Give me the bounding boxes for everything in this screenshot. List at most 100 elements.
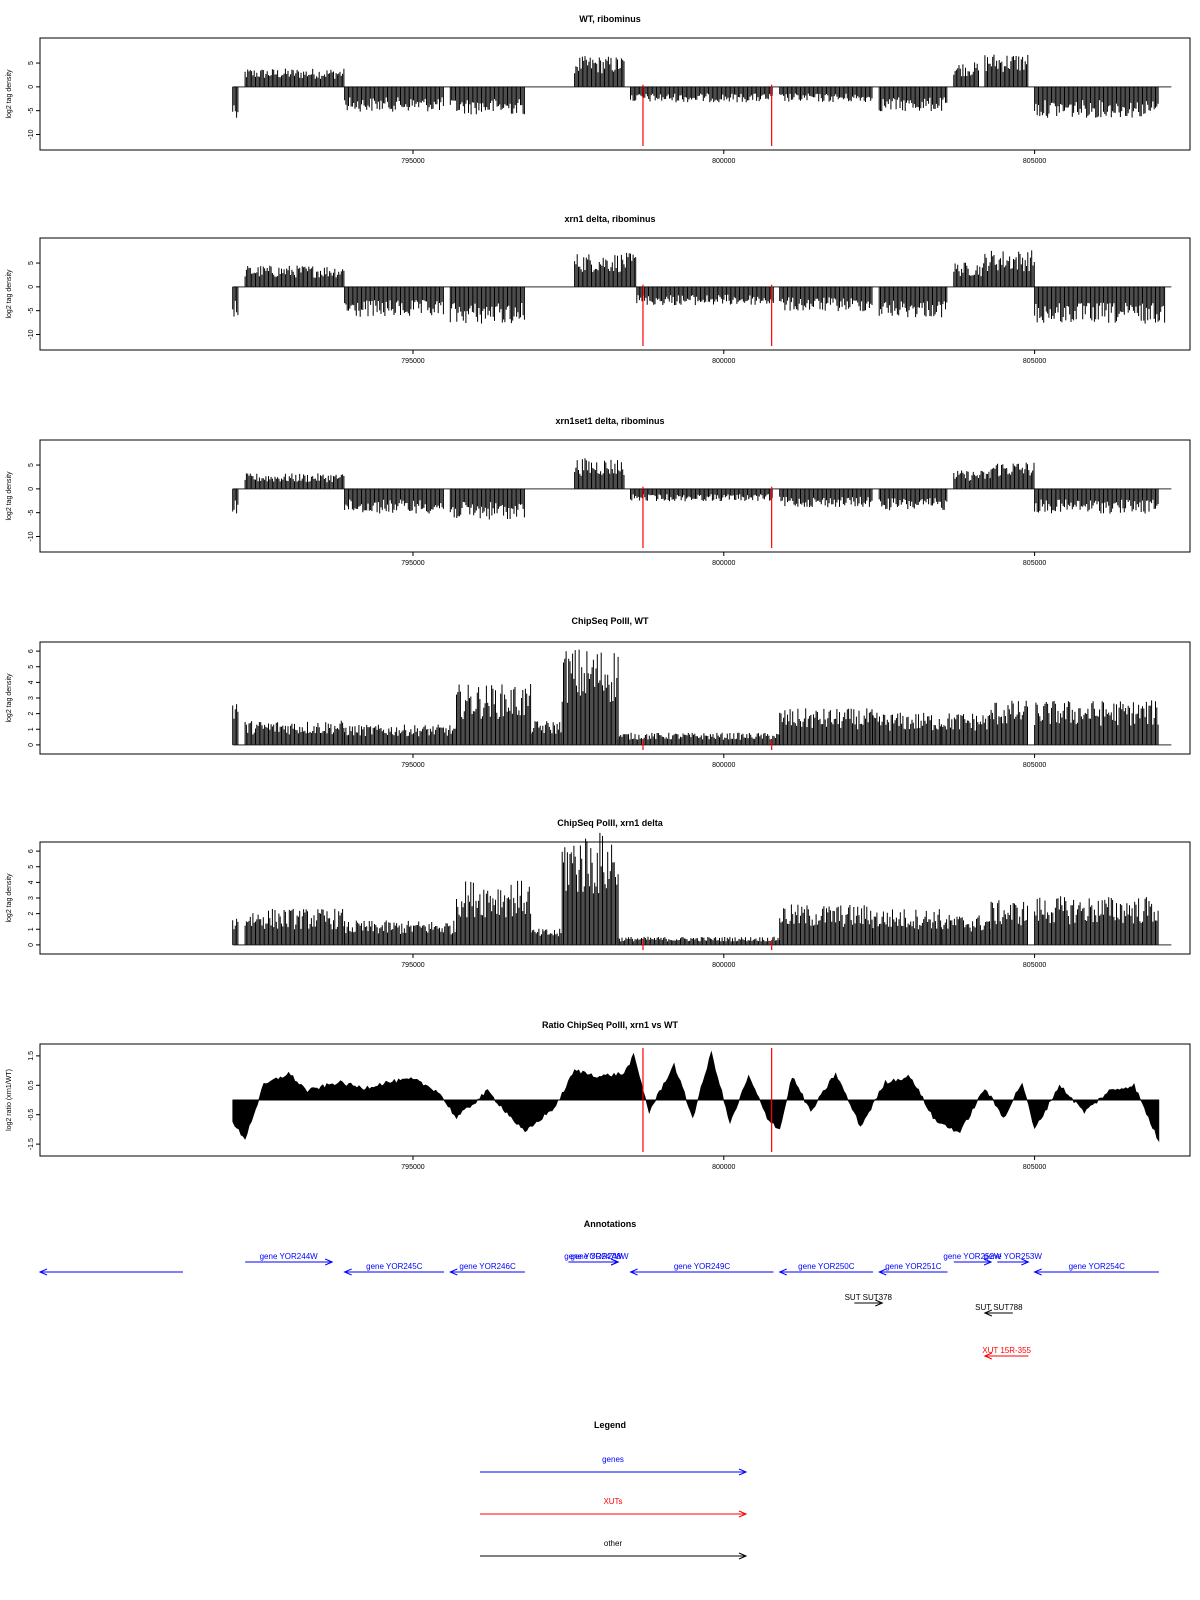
density-bars-5 [530,721,562,745]
density-bars-10 [984,54,1029,87]
arrow-head [983,1352,993,1360]
y-tick-label: 5 [28,463,35,467]
arrow-head [38,1268,48,1276]
arrow-head [738,1552,748,1560]
density-bars-9 [872,909,942,945]
density-bars-1 [232,286,239,317]
y-tick-label: 1 [28,727,35,731]
panel-1: WT, ribominus log2 tag density -10 -5 0 5 7950… [6,14,1191,165]
density-bars-8 [779,708,873,745]
data-marks [232,250,1172,324]
arrow-head [629,1268,638,1276]
density-bars-3 [344,920,457,945]
x-tick-label: 795000 [401,560,424,567]
panel-title: xrn1set1 delta, ribominus [555,416,664,426]
x-ticks: 795000 800000 805000 [401,552,1046,567]
feature-label: gene YOR253W [984,1252,1043,1261]
density-bars-9 [872,712,942,745]
density-bars-12 [1034,896,1159,945]
density-bars-6 [561,832,619,945]
y-tick-label: -5 [28,307,35,313]
panel-2: xrn1 delta, ribominus log2 tag density -10… [6,214,1191,365]
density-bars-6 [561,649,619,745]
feature-8: gene YOR250C [778,1262,873,1276]
x-ticks: 795000 800000 805000 [401,350,1046,365]
data-marks [232,832,1172,946]
arrow-head [778,1268,787,1276]
panel-3: xrn1set1 delta, ribominus log2 tag densit… [6,416,1191,567]
feature-label: gene YOR252W [943,1252,1002,1261]
feature-13: SUT SUT378 [845,1293,893,1307]
arrow-head [324,1258,334,1266]
panel-5: ChipSeq PolII, xrn1 delta log2 tag densit… [6,818,1191,969]
feature-label: gene YOR245C [366,1262,423,1271]
feature-4: gene YOR246C [449,1262,525,1276]
y-tick-label: 5 [28,865,35,869]
x-tick-label: 795000 [401,962,424,969]
x-ticks: 795000 800000 805000 [401,754,1046,769]
x-tick-label: 800000 [712,1164,735,1171]
panel-title: Ratio ChipSeq PolII, xrn1 vs WT [542,1020,679,1030]
y-ticks: -1.5 -0.5 0.5 1.5 [28,1051,40,1150]
feature-15: XUT 15R-355 [982,1346,1032,1360]
density-bars-1 [232,918,239,945]
density-bars-7 [779,488,873,508]
density-bars-4 [456,684,532,745]
feature-3: gene YOR245C [343,1262,445,1276]
y-axis-label: log2 tag density [6,873,13,923]
arrow-head [983,1258,993,1266]
density-bars-8 [878,488,948,511]
annotations-title: Annotations [584,1219,637,1229]
arrow-head [1021,1258,1030,1266]
density-bars-3 [344,286,444,317]
x-ticks: 795000 800000 805000 [401,954,1046,969]
x-tick-label: 795000 [401,358,424,365]
x-tick-label: 805000 [1023,358,1046,365]
y-tick-label: -5 [28,107,35,113]
density-bars-2 [244,473,345,489]
y-tick-label: 5 [28,665,35,669]
y-axis-label: log2 tag density [6,471,13,521]
density-bars-7 [617,732,780,745]
y-tick-label: -0.5 [28,1109,35,1121]
feature-label: gene YOR246C [459,1262,516,1271]
density-bars-9 [953,470,991,489]
density-bars-5 [574,458,625,489]
density-bars-10 [990,462,1035,489]
x-tick-label: 805000 [1023,158,1046,165]
panel-title: ChipSeq PolII, xrn1 delta [557,818,664,828]
feature-label: gene YOR250C [798,1262,855,1271]
density-bars-7 [779,286,873,312]
density-bars-4 [449,488,525,520]
arrow-head [343,1268,352,1276]
density-bars-3 [344,724,457,745]
y-tick-label: 0 [28,943,35,947]
x-tick-label: 805000 [1023,1164,1046,1171]
legend-item-other: other [480,1539,748,1560]
density-bars-2 [244,68,345,87]
panel-6: Ratio ChipSeq PolII, xrn1 vs WT log2 rati… [6,1020,1191,1171]
arrow-head [738,1468,748,1476]
y-tick-label: 6 [28,649,35,653]
density-bars-5 [574,56,625,87]
density-bars-1 [232,704,239,745]
arrow-head [449,1268,458,1276]
density-bars-6 [630,488,773,502]
panel-title: WT, ribominus [579,14,641,24]
plot-frame [39,1043,1191,1157]
y-tick-label: -1.5 [28,1138,35,1150]
y-ticks: -10 -5 0 5 [28,61,40,140]
density-bars-11 [1034,488,1159,514]
density-bars-8 [779,904,873,945]
density-bars-4 [449,86,525,115]
density-bars-10 [940,713,992,745]
x-tick-label: 800000 [712,762,735,769]
density-bars-6 [630,86,773,103]
feature-1 [38,1268,183,1276]
feature-label: gene YOR249C [674,1262,731,1271]
y-ticks: 0 1 2 3 4 5 6 [28,649,40,747]
y-tick-label: 5 [28,61,35,65]
y-axis-label: log2 ratio (xrn1/WT) [6,1069,13,1131]
x-ticks: 795000 800000 805000 [401,150,1046,165]
data-marks [232,649,1172,746]
